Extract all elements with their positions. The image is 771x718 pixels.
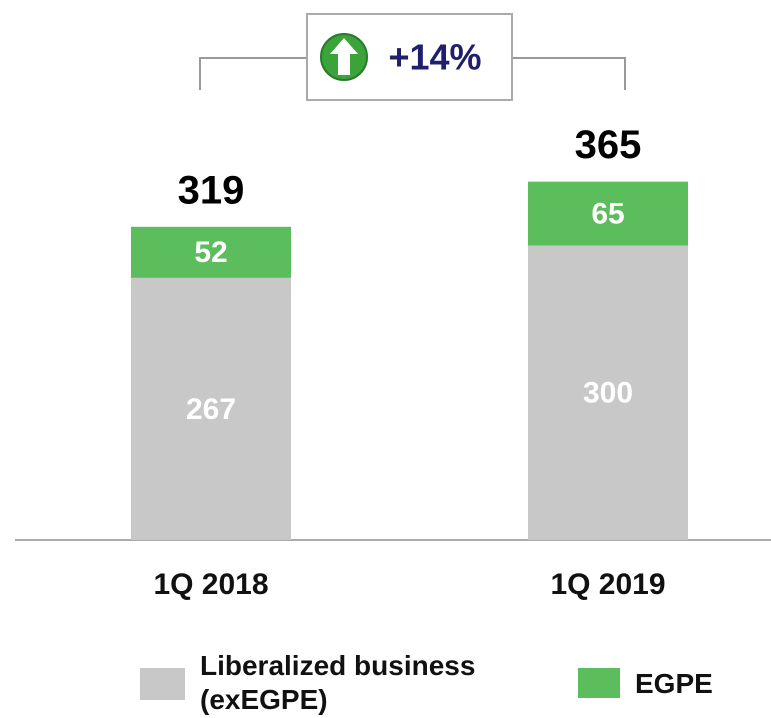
bracket — [512, 57, 626, 90]
bar-segment — [131, 277, 291, 540]
legend-label: EGPE — [635, 668, 713, 699]
annotation: +14% — [388, 37, 481, 78]
value-label: 52 — [194, 236, 227, 269]
up-arrow — [330, 38, 358, 75]
bracket — [199, 57, 307, 90]
legend-label: Liberalized business (exEGPE) — [200, 650, 476, 715]
legend-swatch — [578, 668, 620, 698]
x-tick-label: 1Q 2018 — [153, 568, 268, 601]
bar-segment — [528, 181, 688, 246]
value-label: 267 — [186, 393, 236, 426]
bar-segment — [131, 226, 291, 278]
legend-swatch — [140, 668, 185, 700]
total-label: 365 — [575, 123, 642, 167]
value-label: 300 — [583, 377, 633, 410]
value-label: 65 — [591, 197, 624, 230]
x-tick-label: 1Q 2019 — [550, 568, 665, 601]
total-label: 319 — [178, 168, 245, 212]
bar-segment — [528, 245, 688, 541]
